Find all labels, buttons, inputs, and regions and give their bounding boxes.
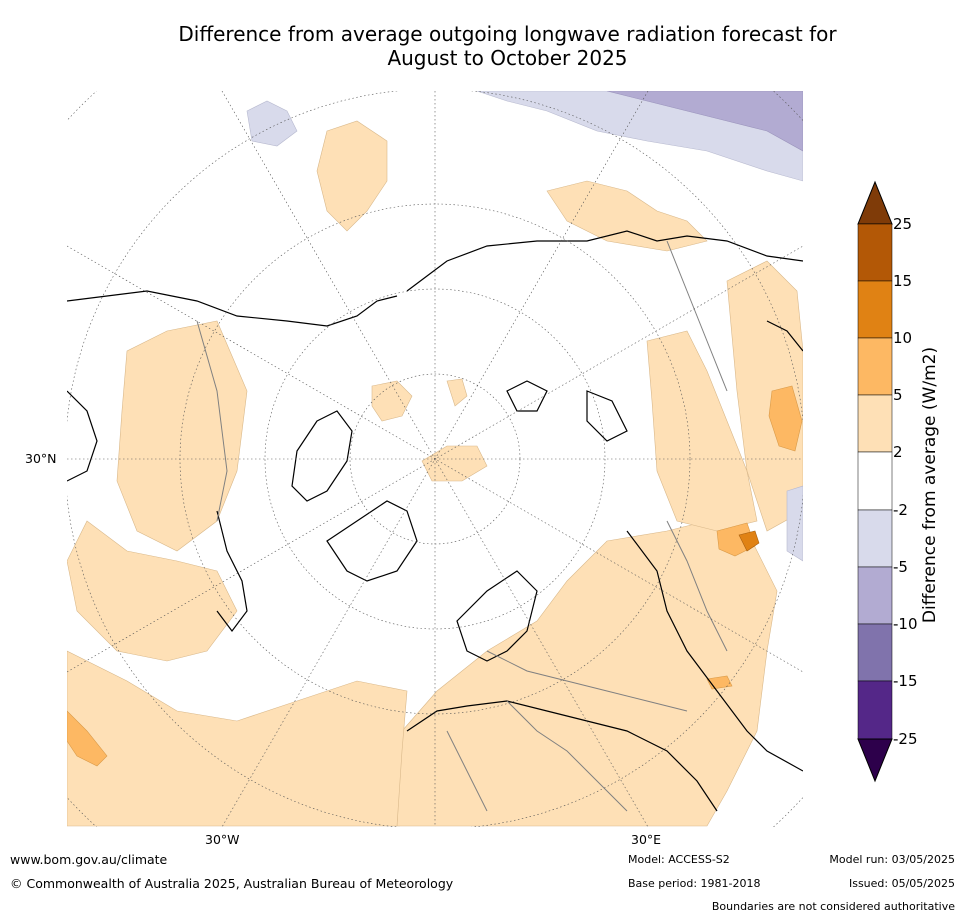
base-period: Base period: 1981-2018 (628, 877, 761, 890)
colorbar-tick-15: 15 (893, 272, 913, 290)
colorbar-tick-25: 25 (893, 215, 913, 233)
colorbar-tick-m2: -2 (893, 501, 908, 519)
colorbar-band-m10-m5 (857, 566, 893, 625)
country-boundaries (196, 240, 728, 812)
colorbar-band-2-5 (857, 394, 893, 453)
model-run-date: Model run: 03/05/2025 (829, 853, 955, 866)
colorbar-tick-m10: -10 (893, 615, 918, 633)
colorbar-tick-m25: -25 (893, 730, 918, 748)
colorbar-band-m15-m10 (857, 623, 893, 682)
anomaly-regions-2-5 (67, 120, 803, 827)
boundaries-disclaimer: Boundaries are not considered authoritat… (711, 900, 955, 913)
graticule (67, 91, 803, 827)
colorbar-tick-m5: -5 (893, 558, 908, 576)
colorbar-tick-5: 5 (893, 386, 903, 404)
anomaly-regions-10-25 (738, 530, 760, 552)
colorbar-band-15-25 (857, 223, 893, 282)
coastlines (67, 230, 803, 812)
colorbar-band-5-10 (857, 337, 893, 396)
issued-date: Issued: 05/05/2025 (848, 877, 955, 890)
colorbar-arrow-top (857, 180, 893, 225)
colorbar-band-m25-m15 (857, 680, 893, 740)
model-name: Model: ACCESS-S2 (628, 853, 730, 866)
colorbar-band-10-15 (857, 280, 893, 339)
colorbar (857, 180, 893, 783)
lon-label-30w: 30°W (205, 832, 240, 847)
colorbar-band-neutral (857, 451, 893, 511)
colorbar-tick-2: 2 (893, 443, 903, 461)
lat-label-30n: 30°N (25, 451, 57, 466)
colorbar-tick-m15: -15 (893, 672, 918, 690)
colorbar-tick-10: 10 (893, 329, 913, 347)
website-link[interactable]: www.bom.gov.au/climate (10, 852, 168, 867)
title-line-1: Difference from average outgoing longwav… (178, 22, 837, 46)
lon-label-30e: 30°E (631, 832, 662, 847)
title-line-2: August to October 2025 (387, 46, 628, 70)
colorbar-title: Difference from average (W/m2) (920, 346, 940, 624)
colorbar-arrow-bottom (857, 738, 893, 783)
colorbar-band-m5-m2 (857, 509, 893, 568)
anomaly-regions-m10-m5 (606, 91, 803, 152)
copyright-text: © Commonwealth of Australia 2025, Austra… (10, 876, 454, 891)
forecast-map (67, 91, 803, 827)
map-title: Difference from average outgoing longwav… (60, 22, 955, 70)
